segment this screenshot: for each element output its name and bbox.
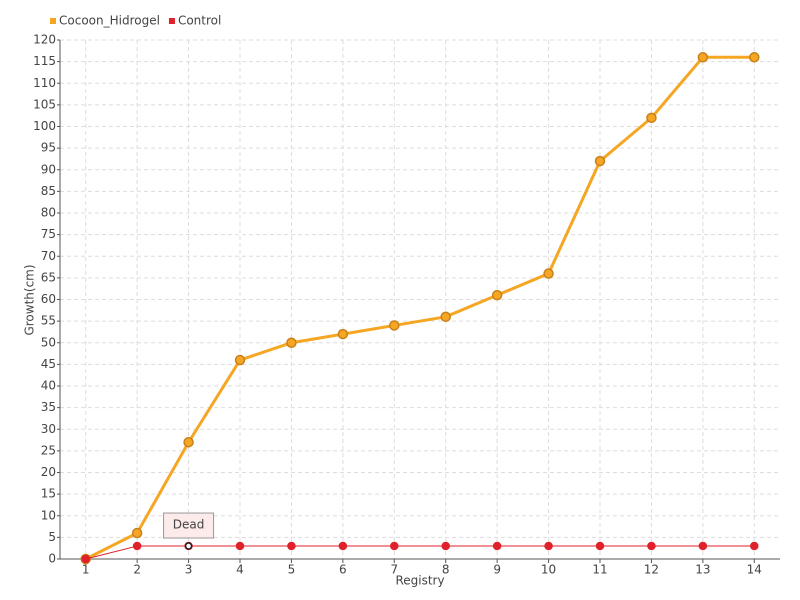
data-point	[183, 436, 194, 448]
data-point	[389, 320, 400, 331]
data-point	[543, 268, 554, 279]
data-point	[646, 112, 657, 124]
data-point	[595, 541, 605, 551]
x-tick-label: 6	[339, 563, 347, 577]
data-point	[491, 289, 503, 301]
data-point	[235, 541, 245, 551]
data-point	[337, 328, 349, 340]
y-tick-label: 65	[41, 270, 56, 284]
x-tick-label: 10	[541, 563, 556, 577]
data-point	[81, 554, 90, 564]
series-line	[85, 545, 755, 560]
y-tick-label: 45	[41, 357, 56, 371]
y-tick-label: 50	[41, 335, 56, 349]
x-tick-label: 1	[82, 563, 90, 577]
y-tick-label: 0	[48, 552, 56, 566]
data-point	[287, 541, 296, 551]
x-tick-label: 2	[133, 563, 141, 577]
y-tick-label: 25	[41, 443, 56, 457]
y-axis-label: Growth(cm)	[23, 264, 37, 335]
y-tick-label: 105	[33, 97, 56, 111]
data-point	[440, 311, 451, 323]
x-tick-label: 12	[644, 563, 659, 577]
y-tick-label: 90	[41, 162, 56, 176]
legend-label: Cocoon_Hidrogel	[59, 14, 160, 28]
y-tick-label: 30	[41, 422, 56, 436]
x-tick-label: 9	[493, 563, 501, 577]
data-point	[441, 541, 450, 551]
y-tick-label: 10	[41, 508, 56, 522]
data-point	[698, 541, 708, 551]
y-tick-label: 20	[41, 465, 56, 479]
y-tick-label: 40	[41, 379, 56, 393]
x-tick-label: 14	[747, 563, 762, 577]
y-tick-label: 80	[41, 206, 56, 220]
x-tick-label: 11	[592, 563, 607, 577]
y-tick-label: 55	[41, 314, 56, 328]
y-tick-label: 120	[33, 33, 56, 47]
y-tick-label: 70	[41, 249, 56, 263]
x-tick-label: 5	[288, 563, 296, 577]
legend-swatch	[50, 18, 56, 24]
data-point	[131, 527, 143, 539]
data-point	[647, 541, 656, 551]
y-tick-label: 110	[33, 76, 56, 90]
y-tick-label: 15	[41, 487, 56, 501]
y-tick-label: 5	[48, 530, 56, 544]
y-tick-label: 85	[41, 184, 56, 198]
y-tick-label: 95	[41, 141, 56, 155]
x-tick-label: 3	[185, 563, 193, 577]
data-point	[594, 155, 606, 167]
data-point	[132, 541, 142, 551]
x-tick-label: 8	[442, 563, 450, 577]
data-point	[697, 52, 709, 63]
annotation-box	[163, 512, 215, 539]
annotation-text: Dead	[173, 518, 205, 532]
legend-label: Control	[178, 14, 221, 28]
x-tick-label: 13	[695, 563, 710, 577]
data-point	[492, 541, 502, 551]
data-point	[750, 541, 759, 551]
x-tick-label: 7	[390, 563, 398, 577]
x-axis-label: Registry	[395, 574, 444, 588]
y-tick-label: 75	[41, 227, 56, 241]
data-point	[234, 354, 246, 366]
data-point	[286, 337, 297, 348]
x-tick-label: 4	[236, 563, 244, 577]
y-tick-label: 35	[41, 400, 56, 414]
legend-swatch	[168, 18, 175, 24]
y-tick-label: 100	[33, 119, 56, 133]
data-point	[338, 541, 348, 551]
highlight-point	[184, 542, 193, 550]
data-point	[749, 52, 760, 63]
data-point	[544, 541, 553, 551]
series-line	[85, 55, 755, 561]
y-tick-label: 115	[33, 54, 56, 68]
data-point	[390, 541, 399, 551]
y-tick-label: 60	[41, 292, 56, 306]
